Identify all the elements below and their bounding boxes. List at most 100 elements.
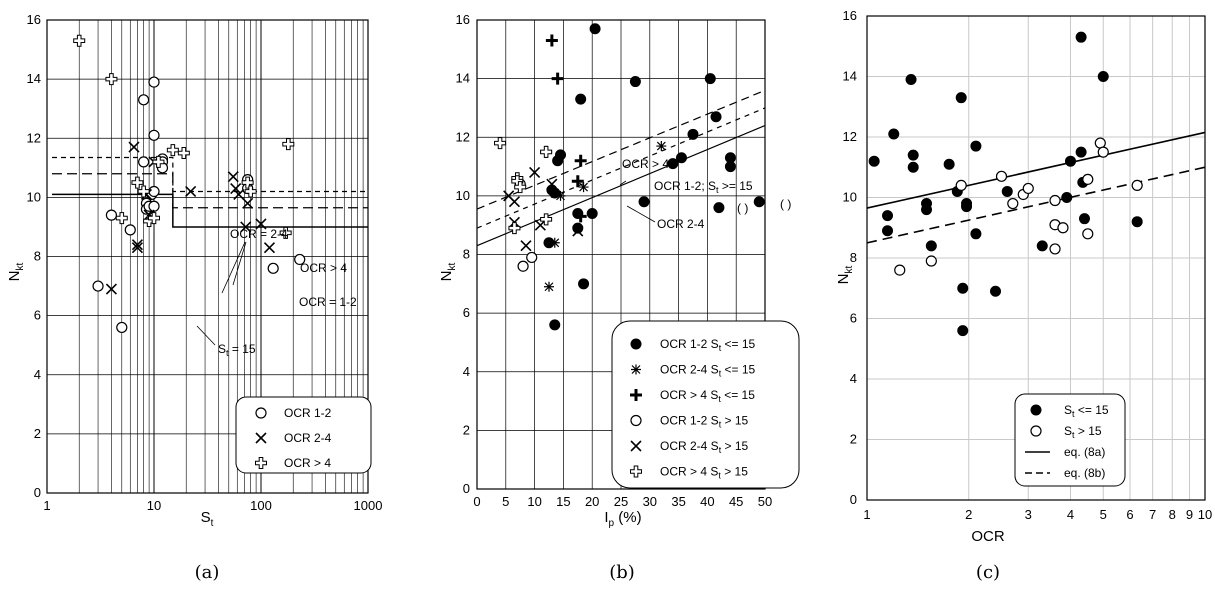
panel-a: 1 10 100 1000 0 2 4 6 8 10 12 14 16 OCR = 2-4 OCR > … <box>6 12 382 583</box>
data-point <box>115 212 128 225</box>
annotation-b-leader-1 <box>619 180 627 186</box>
data-point <box>667 158 679 170</box>
data-point <box>1064 155 1076 167</box>
data-point <box>961 201 973 213</box>
trend-ocr-1-2 <box>476 124 766 247</box>
data-point <box>148 76 160 88</box>
equation-line <box>866 131 1206 209</box>
data-point <box>1097 71 1109 82</box>
data-point <box>551 72 564 85</box>
panel-c-y-letter: N <box>835 273 852 284</box>
data-point <box>675 152 687 164</box>
x-tick-label: 5 <box>502 494 509 509</box>
line-ocr-1-2 <box>52 193 368 228</box>
legend-marker-asterisk <box>631 364 641 375</box>
y-tick-label: 14 <box>456 71 470 86</box>
y-tick-label: 10 <box>843 190 857 205</box>
legend-label: eq. (8b) <box>1064 466 1105 480</box>
equation-line <box>866 166 1206 244</box>
data-point <box>137 185 150 198</box>
y-tick-label: 16 <box>843 8 857 23</box>
data-point <box>105 73 118 86</box>
x-tick-label: 10 <box>1198 507 1212 522</box>
data-point <box>1036 240 1048 252</box>
data-point <box>233 188 245 200</box>
data-point <box>138 94 150 106</box>
legend-marker-circle <box>630 414 642 427</box>
x-tick-label: 8 <box>1169 507 1176 522</box>
legend-label-sub: t <box>719 343 722 353</box>
legend-label-prefix: S <box>1064 403 1072 417</box>
leader-ocr-2-4 <box>221 241 246 294</box>
data-point <box>148 129 160 141</box>
data-point <box>185 185 197 198</box>
data-point <box>227 171 239 183</box>
legend-label-sub: t <box>718 394 721 404</box>
panel-a-annotations: OCR = 2-4 OCR > 4 OCR = 1-2 St = 15 <box>218 227 357 358</box>
annotation-b-ocr12-text: OCR 1-2; S <box>654 179 716 193</box>
y-tick-label: 12 <box>456 129 470 144</box>
data-point <box>92 280 104 292</box>
y-tick-label: 16 <box>27 12 41 27</box>
legend-label: OCR 1-2 St <= 15 <box>660 337 756 353</box>
panel-a-legend-markers <box>255 407 267 469</box>
x-tick-label: 0 <box>473 494 480 509</box>
data-point <box>970 228 982 240</box>
y-tick-label: 4 <box>34 367 41 382</box>
annotation-st-letter: S <box>218 342 226 356</box>
data-point <box>907 161 919 173</box>
data-point <box>710 111 722 123</box>
data-point <box>1131 216 1143 228</box>
data-point <box>586 207 598 219</box>
y-tick-label: 14 <box>843 69 857 84</box>
data-point <box>921 204 933 216</box>
data-point <box>955 92 967 104</box>
legend-label: OCR 2-4 St > 15 <box>660 439 749 455</box>
y-tick-label: 12 <box>27 130 41 145</box>
y-tick-label: 8 <box>34 249 41 264</box>
x-tick-label: 1000 <box>354 498 383 513</box>
panel-c-x-axis-label: OCR <box>971 528 1005 545</box>
panel-b-tick-labels: 0 5 10 15 20 25 30 35 40 45 50 0 2 4 6 8 10 12 14 16 <box>456 12 773 509</box>
x-tick-label: 9 <box>1186 507 1193 522</box>
data-point <box>242 197 254 209</box>
legend-label-prefix: OCR 2-4 S <box>660 439 719 453</box>
legend-label-prefix: eq. (8a) <box>1064 445 1105 459</box>
data-point <box>73 34 86 47</box>
x-tick-label: 3 <box>1025 507 1032 522</box>
panel-c-equation-lines <box>866 131 1206 244</box>
data-point <box>656 141 667 152</box>
data-point <box>925 255 937 267</box>
y-tick-label: 2 <box>850 432 857 447</box>
annotation-ocr-2-4: OCR = 2-4 <box>230 227 288 241</box>
data-point <box>128 141 140 153</box>
y-tick-label: 12 <box>843 129 857 144</box>
data-point <box>724 161 736 173</box>
panel-c-y-sub: kt <box>844 265 855 273</box>
data-point <box>571 175 584 188</box>
data-point <box>1061 192 1073 203</box>
y-tick-label: 0 <box>850 492 857 507</box>
y-tick-label: 4 <box>463 364 470 379</box>
data-point <box>555 190 566 201</box>
x-tick-label: 35 <box>671 494 685 509</box>
trend-ocr-2-4 <box>476 107 766 229</box>
data-point <box>240 221 252 233</box>
data-point <box>1082 228 1094 240</box>
legend-marker-filled-circle <box>630 338 642 350</box>
panel-b-y-axis-label: Nkt <box>438 262 458 281</box>
data-point <box>882 210 894 222</box>
data-point <box>152 155 165 168</box>
annotation-b-ocr-gt-4: OCR > 4 <box>622 157 669 171</box>
data-point <box>575 93 587 105</box>
data-point <box>995 170 1008 182</box>
panel-a-caption: (a) <box>195 562 220 583</box>
legend-label-prefix: OCR 2-4 S <box>660 363 719 377</box>
data-point <box>230 182 242 195</box>
panel-c-markers <box>868 31 1143 337</box>
panel-a-border <box>46 19 369 494</box>
annotation-st-sub: t <box>226 348 229 358</box>
x-tick-label: 40 <box>700 494 714 509</box>
data-point <box>294 253 306 266</box>
